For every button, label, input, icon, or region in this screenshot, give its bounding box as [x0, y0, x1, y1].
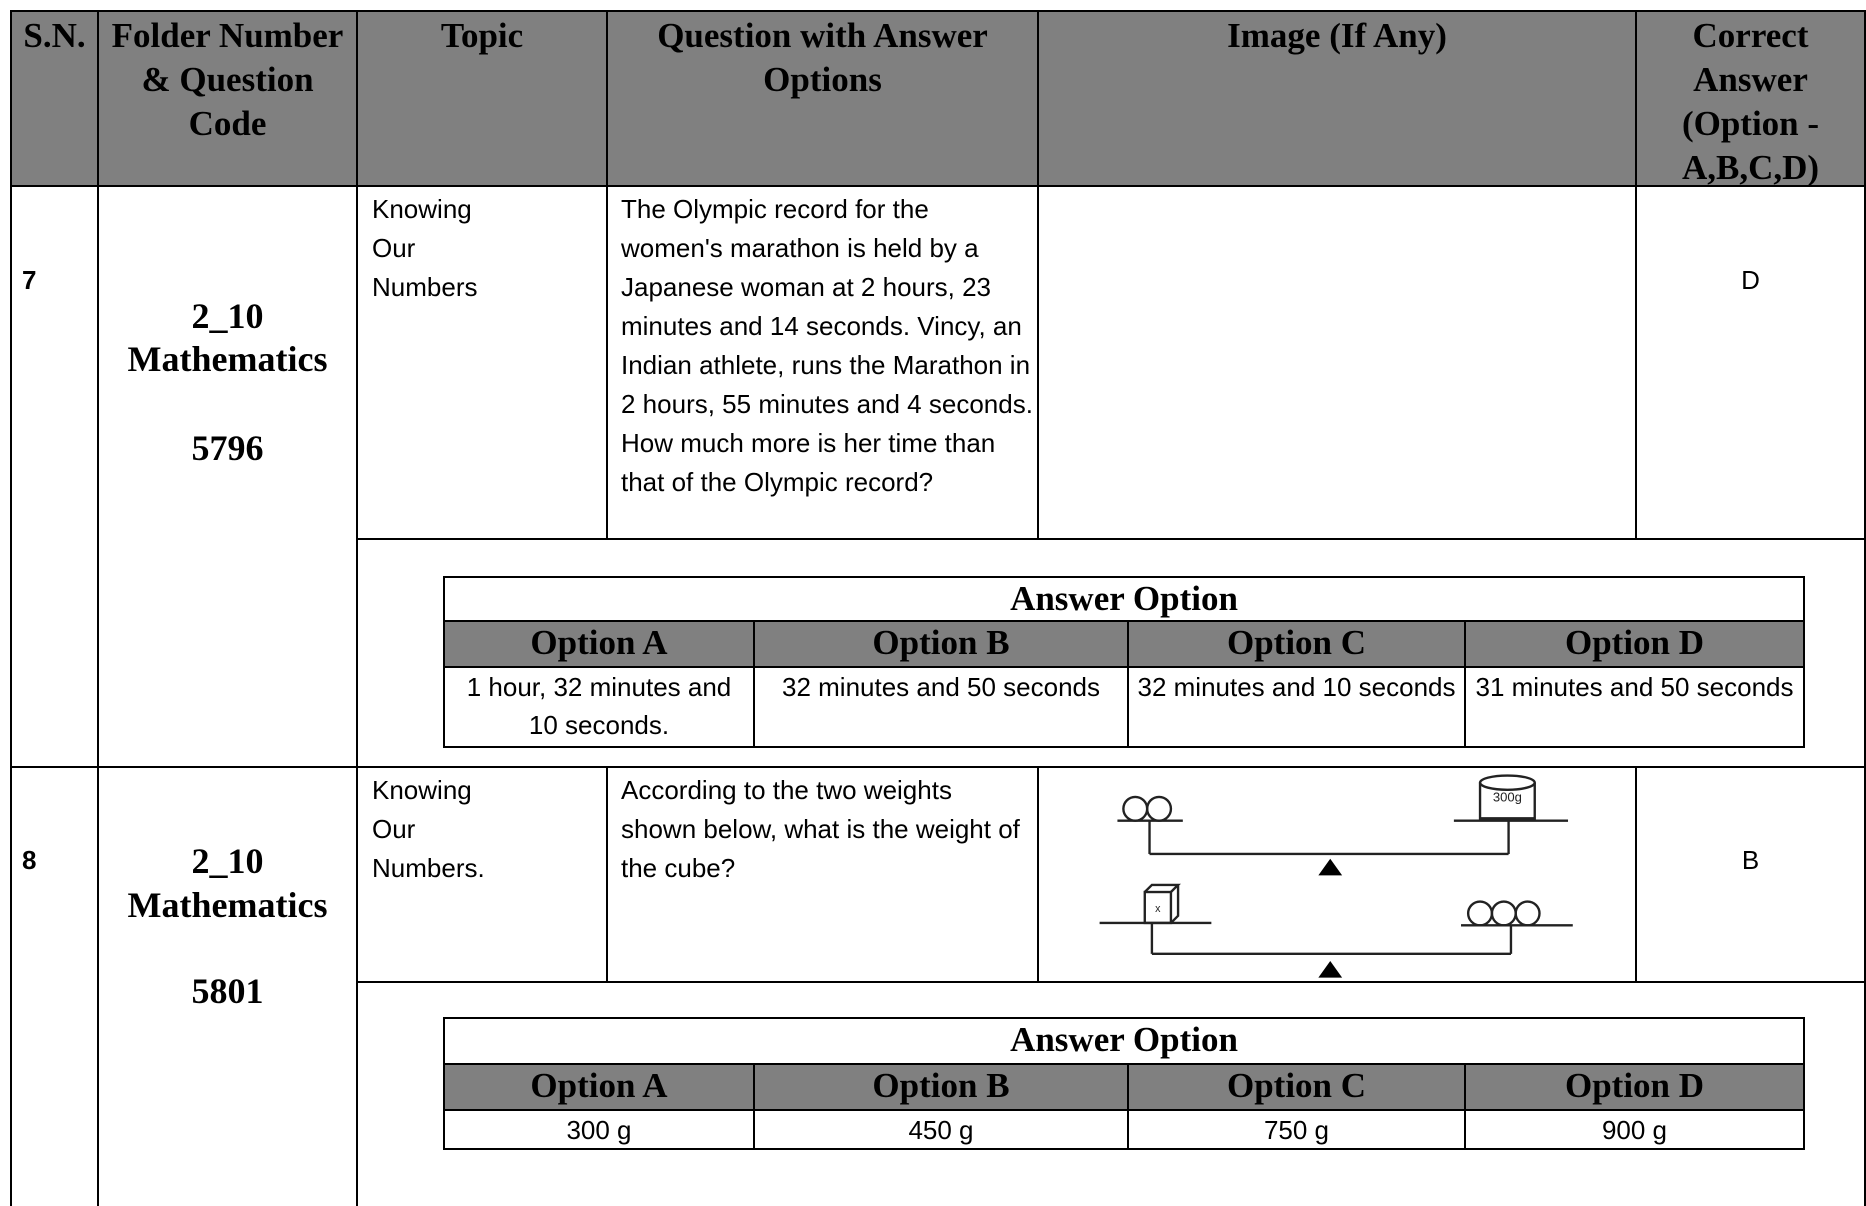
- folder-cell: 2_10 Mathematics 5801: [97, 766, 358, 1206]
- option-label: Option C: [1127, 1063, 1466, 1111]
- option-label: Option D: [1464, 620, 1805, 668]
- option-label: Option D: [1464, 1063, 1805, 1111]
- image-label: 300g: [1493, 790, 1522, 805]
- topic: Knowing Our Numbers.: [372, 775, 485, 883]
- option-text: 750 g: [1127, 1109, 1466, 1150]
- question-cell: The Olympic record for the women's marat…: [606, 185, 1039, 540]
- image-label: x: [1155, 903, 1161, 915]
- subject: Mathematics: [127, 885, 328, 925]
- image-cell: 300g x: [1037, 766, 1637, 983]
- option-label: Option B: [753, 620, 1129, 668]
- option-text: 32 minutes and 10 seconds: [1127, 666, 1466, 748]
- header-cell: Image (If Any): [1037, 10, 1637, 187]
- sn-cell: 8: [10, 766, 99, 1206]
- header-cell: Topic: [356, 10, 608, 187]
- option-text: 1 hour, 32 minutes and 10 seconds.: [443, 666, 755, 748]
- code: 5796: [191, 428, 264, 468]
- option-text: 31 minutes and 50 seconds: [1464, 666, 1805, 748]
- options-title: Answer Option: [443, 1017, 1805, 1065]
- sn: 7: [22, 265, 37, 295]
- topic-cell: Knowing Our Numbers: [356, 185, 608, 540]
- folder-number: 2_10: [191, 841, 264, 881]
- header-cell: Folder Number & Question Code: [97, 10, 358, 187]
- question-cell: According to the two weights shown below…: [606, 766, 1039, 983]
- subject: Mathematics: [127, 339, 328, 379]
- answer: B: [1741, 845, 1760, 875]
- sn-cell: 7: [10, 185, 99, 768]
- header-cell: Correct Answer (Option - A,B,C,D): [1635, 10, 1866, 187]
- folder-number: 2_10: [191, 296, 264, 336]
- header-cell: S.N.: [10, 10, 99, 187]
- image-cell: [1037, 185, 1637, 540]
- option-text: 900 g: [1464, 1109, 1805, 1150]
- option-label: Option A: [443, 620, 755, 668]
- header-cell: Question with Answer Options: [606, 10, 1039, 187]
- folder-cell: 2_10 Mathematics 5796: [97, 185, 358, 768]
- options-area: [356, 981, 1866, 1206]
- answer-cell: D: [1635, 185, 1866, 540]
- option-label: Option B: [753, 1063, 1129, 1111]
- answer: D: [1741, 265, 1760, 295]
- question: According to the two weights shown below…: [621, 775, 1020, 883]
- option-text: 300 g: [443, 1109, 755, 1150]
- options-title: Answer Option: [443, 576, 1805, 622]
- topic-cell: Knowing Our Numbers.: [356, 766, 608, 983]
- option-text: 450 g: [753, 1109, 1129, 1150]
- option-label: Option A: [443, 1063, 755, 1111]
- question: The Olympic record for the women's marat…: [621, 194, 1033, 497]
- answer-cell: B: [1635, 766, 1866, 983]
- option-label: Option C: [1127, 620, 1466, 668]
- balance-image: 300g x: [1099, 774, 1573, 978]
- option-text: 32 minutes and 50 seconds: [753, 666, 1129, 748]
- topic: Knowing Our Numbers: [372, 194, 478, 302]
- code: 5801: [191, 971, 264, 1011]
- sn: 8: [22, 845, 37, 875]
